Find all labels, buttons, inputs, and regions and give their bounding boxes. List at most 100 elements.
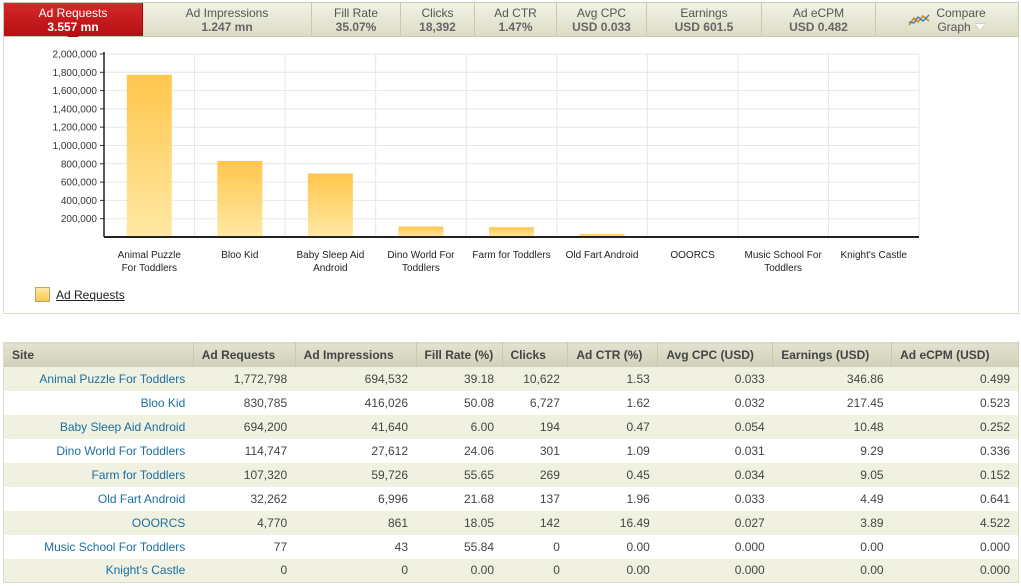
column-header[interactable]: Ad Impressions [295,342,417,367]
column-header[interactable]: Ad Requests [193,342,296,367]
table-cell: 32,262 [193,486,296,511]
y-tick-label: 200,000 [61,214,98,225]
column-header[interactable]: Avg CPC (USD) [657,342,774,367]
y-tick-label: 800,000 [61,159,98,170]
y-tick-label: 1,400,000 [53,104,98,115]
table-cell: 694,200 [193,414,296,439]
metric-label: Ad Impressions [185,6,269,20]
chevron-down-icon [974,24,985,31]
x-tick-label: Bloo Kid [221,250,258,261]
table-cell: 217.45 [772,390,892,415]
metric-tab-ad-requests[interactable]: Ad Requests 3.557 mn [4,3,143,42]
table-cell: 50.08 [416,390,503,415]
legend-label[interactable]: Ad Requests [56,287,125,302]
x-tick-label: Toddlers [764,263,802,274]
site-link[interactable]: Dino World For Toddlers [3,438,194,463]
table-cell: 4.49 [772,486,892,511]
table-cell: 4,770 [193,510,296,535]
site-link[interactable]: Animal Puzzle For Toddlers [3,366,194,391]
table-cell: 6,996 [295,486,417,511]
table-header-row: Site Ad Requests Ad Impressions Fill Rate (… [3,342,1019,367]
table-row: Knight's Castle 0 0 0.00 0 0.00 0.000 0.00 0.000 [3,558,1019,583]
bar-5[interactable] [579,234,625,237]
x-tick-label: Baby Sleep Aid [296,250,364,261]
bar-0[interactable] [126,74,172,237]
legend-swatch [35,287,50,302]
x-tick-label: Android [313,263,347,274]
x-tick-label: Farm for Toddlers [472,250,550,261]
table-body: Animal Puzzle For Toddlers 1,772,798 694,5… [3,366,1019,583]
bar-2[interactable] [307,173,353,237]
column-header[interactable]: Site [3,342,194,367]
table-cell: 194 [502,414,568,439]
line-chart-icon [908,14,930,25]
table-cell: 4.522 [891,510,1019,535]
ad-requests-bar-chart: 200,000 400,000 600,000 800,000 1,000,000 1,2… [53,50,920,274]
metric-value: 1.47% [498,20,533,34]
table-cell: 0.033 [657,486,773,511]
site-link[interactable]: Baby Sleep Aid Android [3,414,194,439]
table-cell: 0.000 [891,534,1019,559]
table-cell: 0.00 [772,534,892,559]
table-cell: 416,026 [295,390,417,415]
metric-tab-ad-ctr[interactable]: Ad CTR 1.47% [475,3,557,36]
compare-graph-label: Compare Graph [936,6,985,34]
table-row: Farm for Toddlers 107,320 59,726 55.65 269 0.… [3,462,1019,487]
table-cell: 0.000 [891,558,1019,583]
metric-tab-earnings[interactable]: Earnings USD 601.5 [647,3,762,36]
table-cell: 55.65 [416,462,503,487]
site-link[interactable]: Bloo Kid [3,390,194,415]
x-tick-label: Animal Puzzle [118,250,182,261]
table-cell: 0.152 [891,462,1019,487]
site-link[interactable]: Knight's Castle [3,558,194,583]
y-tick-label: 1,800,000 [53,68,98,79]
metric-tab-ad-ecpm[interactable]: Ad eCPM USD 0.482 [762,3,876,36]
table-cell: 24.06 [416,438,503,463]
column-header[interactable]: Fill Rate (%) [416,342,503,367]
x-tick-label: For Toddlers [122,263,177,274]
site-link[interactable]: Farm for Toddlers [3,462,194,487]
column-header[interactable]: Ad eCPM (USD) [891,342,1019,367]
metric-tab-ad-impressions[interactable]: Ad Impressions 1.247 mn [143,3,312,36]
table-cell: 1.09 [567,438,658,463]
y-tick-label: 1,600,000 [53,86,98,97]
table-cell: 18.05 [416,510,503,535]
table-cell: 59,726 [295,462,417,487]
metric-label: Fill Rate [333,6,378,20]
chart-legend[interactable]: Ad Requests [35,287,125,302]
table-cell: 0.00 [567,534,658,559]
table-cell: 16.49 [567,510,658,535]
bar-3[interactable] [398,226,444,237]
x-tick-label: Dino World For [387,250,455,261]
table-cell: 6,727 [502,390,568,415]
table-cell: 41,640 [295,414,417,439]
table-cell: 137 [502,486,568,511]
table-cell: 43 [295,534,417,559]
bar-4[interactable] [489,227,534,237]
table-row: Dino World For Toddlers 114,747 27,612 24.0… [3,438,1019,463]
y-tick-label: 1,000,000 [53,141,98,152]
column-header[interactable]: Earnings (USD) [772,342,893,367]
column-header[interactable]: Ad CTR (%) [567,342,659,367]
column-header[interactable]: Clicks [502,342,569,367]
site-link[interactable]: Old Fart Android [3,486,194,511]
compare-graph-button[interactable]: Compare Graph [876,3,1018,36]
table-cell: 1.96 [567,486,658,511]
table-cell: 0.027 [657,510,773,535]
table-cell: 39.18 [416,366,503,391]
table-cell: 269 [502,462,568,487]
site-link[interactable]: OOORCS [3,510,194,535]
metric-tab-avg-cpc[interactable]: Avg CPC USD 0.033 [557,3,647,36]
x-tick-label: Music School For [745,250,823,261]
metric-tab-fill-rate[interactable]: Fill Rate 35.07% [312,3,401,36]
table-cell: 142 [502,510,568,535]
metric-value: USD 0.482 [789,20,848,34]
metric-tab-clicks[interactable]: Clicks 18,392 [401,3,475,36]
site-link[interactable]: Music School For Toddlers [3,534,194,559]
y-tick-label: 600,000 [61,178,98,189]
table-cell: 27,612 [295,438,417,463]
bar-1[interactable] [217,160,263,237]
table-cell: 10,622 [502,366,568,391]
table-cell: 9.05 [772,462,892,487]
table-row: Bloo Kid 830,785 416,026 50.08 6,727 1.62 0.03… [3,390,1019,415]
